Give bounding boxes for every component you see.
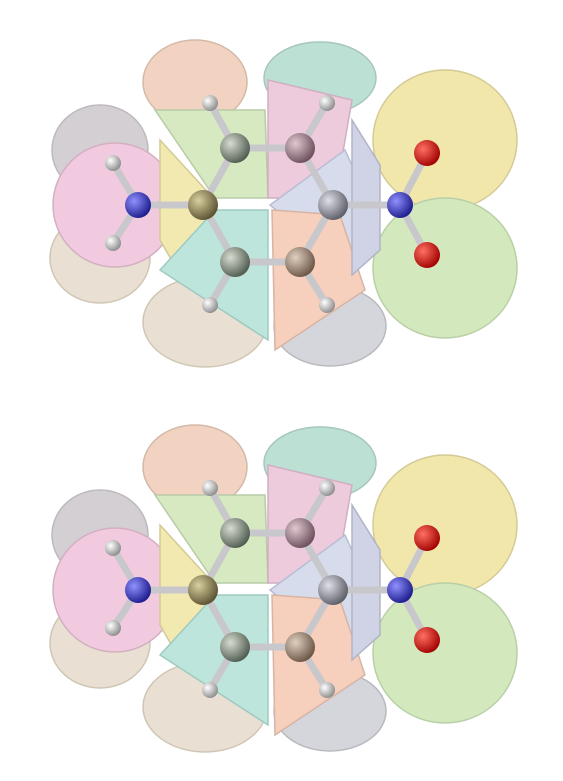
bottom-panel: [50, 425, 517, 752]
top-panel: [50, 40, 517, 367]
